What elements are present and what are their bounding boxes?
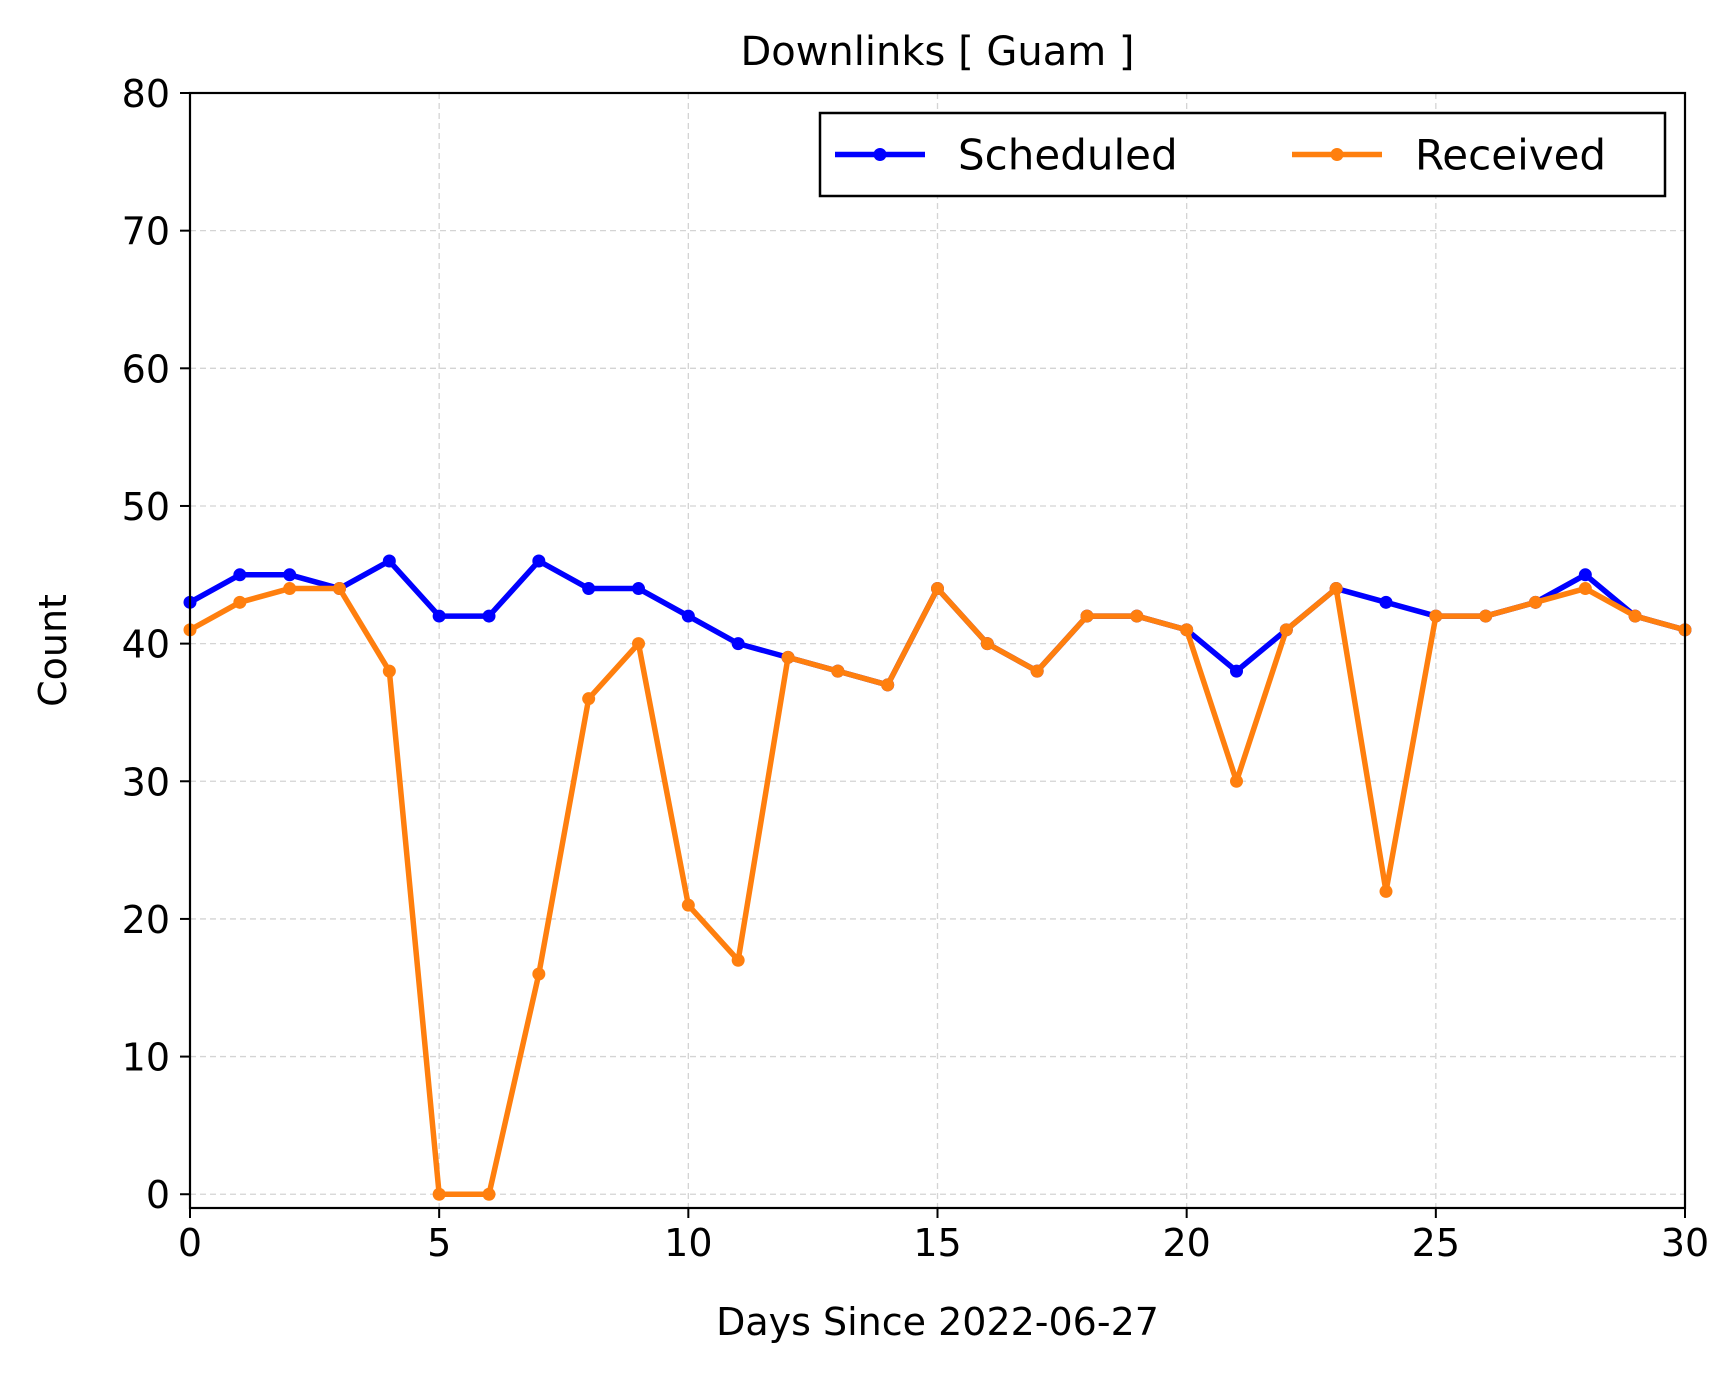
data-point [382, 664, 396, 678]
data-point [1080, 609, 1094, 623]
data-point [432, 609, 446, 623]
data-point [333, 582, 346, 596]
x-tick-label: 15 [913, 1221, 961, 1265]
data-point [731, 953, 745, 967]
x-tick-label: 20 [1162, 1221, 1210, 1265]
y-tick-label: 60 [122, 347, 170, 391]
data-point [1329, 582, 1343, 596]
data-point [1578, 568, 1592, 582]
data-point [1279, 623, 1293, 637]
data-point [283, 582, 297, 596]
legend: Scheduled Received [818, 111, 1667, 198]
x-axis-title: Days Since 2022-06-27 [716, 1300, 1159, 1344]
data-point [1379, 595, 1393, 609]
series-layer [183, 554, 1692, 1201]
data-point [1628, 609, 1642, 623]
legend-swatch-marker [873, 148, 887, 161]
y-tick-label: 0 [146, 1173, 170, 1217]
y-axis-title: Count [31, 594, 75, 707]
data-point [532, 554, 546, 568]
x-tick-label: 30 [1661, 1221, 1709, 1265]
data-point [1479, 609, 1493, 623]
data-point [1429, 609, 1443, 623]
data-point [1130, 609, 1144, 623]
data-point [482, 1187, 496, 1201]
data-point [482, 609, 496, 623]
x-tick-label: 25 [1412, 1221, 1460, 1265]
legend-label: Scheduled [958, 131, 1178, 180]
data-point [881, 678, 895, 692]
data-point [681, 898, 695, 912]
ticks: 0 5 10 15 20 25 30 0 10 20 30 40 50 60 70 80 [122, 72, 1710, 1265]
y-tick-label: 70 [122, 210, 170, 254]
y-tick-label: 40 [122, 623, 170, 667]
y-tick-label: 80 [122, 72, 170, 116]
data-point [931, 582, 944, 596]
legend-frame [818, 111, 1667, 198]
data-point [432, 1187, 446, 1201]
data-point [1030, 664, 1044, 678]
data-point [532, 967, 546, 981]
data-point [831, 664, 845, 678]
data-point [980, 637, 994, 651]
x-tick-label: 0 [178, 1221, 202, 1265]
data-point [632, 637, 645, 651]
y-tick-label: 10 [122, 1036, 170, 1080]
data-point [1230, 664, 1243, 678]
data-point [1529, 595, 1542, 609]
legend-swatch-marker [1330, 148, 1344, 161]
y-tick-label: 30 [122, 760, 170, 804]
legend-item-received: Received [1292, 131, 1606, 180]
data-point [731, 637, 745, 651]
x-tick-label: 10 [664, 1221, 712, 1265]
data-point [582, 692, 596, 706]
y-tick-label: 20 [122, 898, 170, 942]
chart-title: Downlinks [ Guam ] [740, 29, 1134, 75]
data-point [1578, 582, 1592, 596]
legend-item-scheduled: Scheduled [835, 131, 1178, 180]
data-point [681, 609, 695, 623]
data-point [382, 554, 396, 568]
series-received [183, 582, 1692, 1201]
data-point [781, 650, 795, 664]
data-point [582, 582, 596, 596]
y-tick-label: 50 [122, 485, 170, 529]
data-point [233, 595, 247, 609]
data-point [1379, 884, 1393, 898]
legend-label: Received [1415, 131, 1606, 180]
data-point [632, 582, 645, 596]
data-point [1180, 623, 1194, 637]
data-point [1230, 774, 1243, 788]
data-point [283, 568, 297, 582]
data-point [233, 568, 247, 582]
x-tick-label: 5 [427, 1221, 451, 1265]
